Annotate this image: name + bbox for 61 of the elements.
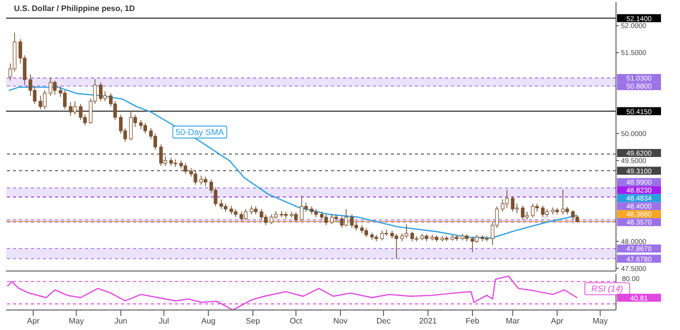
candlestick	[153, 133, 158, 150]
x-tick-label: Jul	[158, 316, 170, 326]
candlestick	[350, 214, 354, 228]
candlestick	[194, 170, 198, 186]
candlestick	[330, 214, 334, 224]
candlestick	[270, 214, 274, 224]
candlestick	[561, 189, 565, 215]
candlestick	[414, 236, 418, 242]
candlestick	[260, 208, 264, 220]
chart-title: U.S. Dollar / Philippine peso, 1D	[14, 4, 135, 13]
series-label: 50-Day SMA	[176, 127, 224, 138]
candlestick	[38, 95, 42, 110]
x-tick-label: 2021	[419, 316, 438, 326]
candlestick	[68, 102, 72, 116]
candlestick	[404, 224, 408, 239]
x-tick-label: May	[592, 316, 608, 326]
candlestick	[284, 211, 288, 220]
candlestick	[219, 198, 224, 210]
candlestick	[520, 205, 525, 220]
candlestick	[159, 144, 163, 166]
candlestick	[364, 227, 368, 238]
candlestick	[505, 189, 509, 208]
x-tick-label: Apr	[27, 316, 40, 326]
candlestick	[98, 82, 103, 102]
candlestick	[48, 78, 52, 96]
candlestick	[244, 208, 248, 220]
x-tick-label: Oct	[290, 316, 303, 326]
x-tick-label: Mar	[506, 316, 520, 326]
candlestick	[139, 120, 143, 130]
candlestick	[380, 230, 384, 241]
x-tick-label: Feb	[466, 316, 480, 326]
candlestick	[571, 210, 575, 220]
candlestick	[294, 212, 298, 222]
candlestick	[500, 198, 504, 212]
candlestick	[470, 236, 474, 253]
x-tick-label: May	[68, 316, 84, 326]
candlestick	[324, 214, 328, 226]
x-tick-label: Apr	[550, 316, 564, 326]
candlestick	[525, 211, 529, 220]
x-tick-label: Aug	[201, 316, 216, 326]
x-tick-label: Jun	[114, 316, 128, 326]
candlestick	[394, 233, 398, 259]
candlestick	[340, 216, 344, 228]
candlestick	[42, 90, 47, 110]
candlestick	[184, 162, 188, 174]
candlestick	[344, 208, 348, 227]
x-tick-label: Dec	[376, 316, 391, 326]
candlestick	[541, 205, 545, 218]
candlestick	[204, 176, 208, 187]
candlestick	[334, 214, 338, 222]
candlestick	[240, 211, 244, 222]
x-tick-label: Nov	[333, 316, 348, 326]
candlestick	[264, 214, 268, 226]
candlestick	[143, 122, 148, 134]
series-label: RSI (14)	[591, 284, 624, 294]
candlestick	[129, 110, 133, 140]
x-tick-label: Sep	[246, 316, 261, 326]
candlestick	[280, 210, 284, 218]
candlestick	[73, 100, 77, 116]
candlestick	[444, 236, 448, 242]
candlestick	[530, 203, 535, 218]
